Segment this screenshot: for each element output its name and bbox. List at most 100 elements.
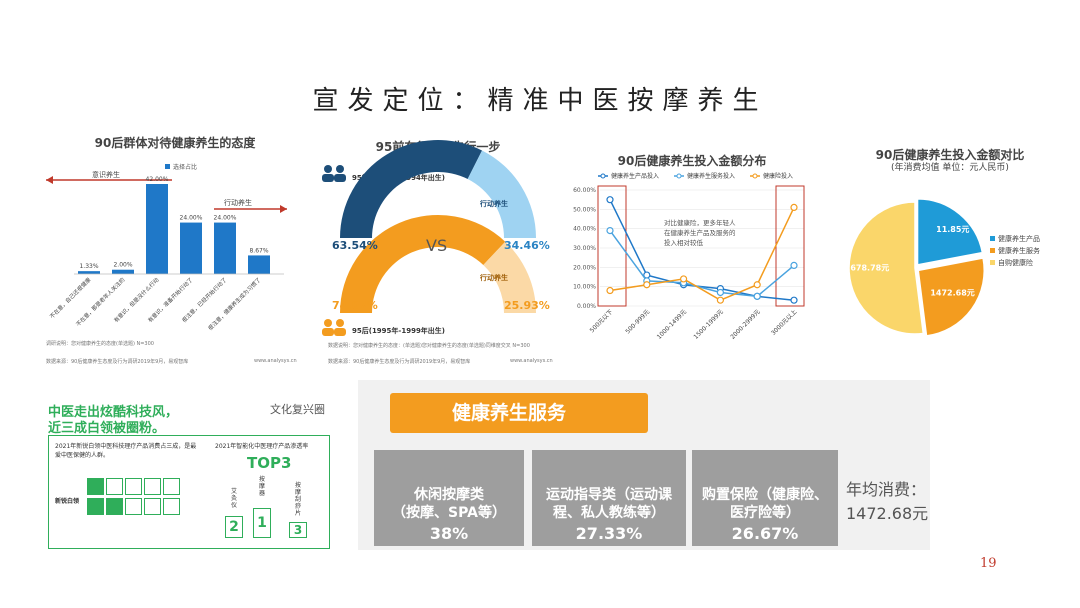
chart2-url: www.analysys.cn <box>510 358 553 364</box>
tcm-heading-2: 近三成白领被圈粉。 <box>48 421 166 436</box>
left-arrow-label: 意识养生 <box>92 170 120 179</box>
annotation-line3: 投入相对较低 <box>664 238 704 247</box>
podium-name-3: 按摩刮痧片 <box>295 482 302 517</box>
highlight-box-left <box>597 185 627 307</box>
spend-distribution-panel: 90后健康养生投入金额分布 健康养生产品投入 健康养生服务投入 健康险投入 60.0… <box>564 146 820 368</box>
y-tick-label: 10.00% <box>573 284 596 291</box>
group2-label: 95后(1995年-1999年出生) <box>352 326 445 335</box>
grid-cell <box>144 498 161 515</box>
top3-label: TOP3 <box>247 454 292 472</box>
slice-label: 2678.78元 <box>845 263 889 272</box>
bar <box>214 222 236 274</box>
y-tick-label: 0.00% <box>577 303 596 310</box>
series-line <box>609 207 795 302</box>
y-tick-label: 60.00% <box>573 187 596 194</box>
chart1-note: 调研说明：您对健康养生的态度(单选题) N=300 <box>46 341 154 347</box>
category-label: 1000-1499元 <box>656 308 688 340</box>
podium-name-1: 按摩器 <box>259 476 266 497</box>
grid-cell <box>144 478 161 495</box>
pre95-chart-panel: 95前在行动上先行一步 95前(1990年-1994年出生) 95后(1995年… <box>314 128 562 373</box>
arc1b-name: 行动养生 <box>479 199 508 208</box>
data-point <box>716 288 724 297</box>
service-pct: 26.67% <box>731 524 799 543</box>
slice-label: 11.85元 <box>936 225 969 234</box>
grid-cell <box>125 498 142 515</box>
arc1a-name: 意识养生派 <box>409 199 445 208</box>
legend-label: 健康养生产品 <box>998 234 1040 243</box>
bar <box>112 269 134 274</box>
category-label: 500元以下 <box>589 308 615 334</box>
arc1b-value: 34.46% <box>504 239 550 252</box>
category-label: 500-999元 <box>624 308 651 335</box>
bar-value-label: 42.00% <box>146 176 169 183</box>
tcm-left-text: 2021年新锐白领中医科技理疗产品消费占三成，是最爱中医保健的人群。 <box>55 443 197 459</box>
tcm-heading-1: 中医走出炫酷科技风， <box>48 405 179 420</box>
share-grid <box>87 478 197 518</box>
series-line <box>609 199 795 301</box>
spend-line-chart: 健康养生产品投入 健康养生服务投入 健康险投入 60.00% 50.00% 40.00%… <box>573 172 805 341</box>
arc2a-name: 意识养生派 <box>409 273 445 282</box>
vs-label: VS <box>426 236 447 255</box>
service-card-sport: 运动指导类（运动课 程、私人教练等） 27.33% <box>532 450 686 546</box>
left-arrow-head <box>46 176 53 184</box>
legend-swatch <box>165 164 170 169</box>
annotation-line2: 在健康养生产品及服务的 <box>664 228 736 237</box>
grid-cell <box>87 478 104 495</box>
pie-slice <box>916 198 984 266</box>
podium-rank-1: 1 <box>253 508 271 538</box>
pre95-donut-chart: 95前(1990年-1994年出生) 95后(1995年-1999年出生) 意识… <box>322 139 550 336</box>
arc1a-value: 63.54% <box>332 239 378 252</box>
y-tick-label: 50.00% <box>573 206 596 213</box>
service-pct: 27.33% <box>575 524 643 543</box>
services-header: 健康养生服务 <box>390 393 648 433</box>
data-point <box>606 286 614 295</box>
tcm-tag: 文化复兴圈 <box>270 403 325 416</box>
grid-label: 新锐白领 <box>55 498 80 505</box>
attitude-bar-chart: 选择占比 意识养生 行动养生 1.33% 2.00% 42.00% 24.00% 24.… <box>46 163 287 332</box>
annotation-line1: 对比健康险，更多年轻人 <box>664 218 736 227</box>
legend-label: 健康养生产品投入 <box>611 172 659 180</box>
bar <box>78 271 100 274</box>
data-point <box>753 292 761 300</box>
service-card-massage: 休闲按摩类 （按摩、SPA等） 38% <box>374 450 524 546</box>
y-tick-label: 30.00% <box>573 245 596 252</box>
grid-cell <box>106 478 123 495</box>
bar-value-label: 24.00% <box>214 215 237 222</box>
pie-slice <box>848 201 925 335</box>
bar <box>248 255 270 274</box>
bar-value-label: 8.67% <box>249 247 268 254</box>
service-label: 购置保险（健康险、 医疗险等） <box>702 487 828 521</box>
podium-rank-3: 3 <box>289 522 307 538</box>
grid-cell <box>87 498 104 515</box>
bar-value-label: 2.00% <box>113 262 132 269</box>
chart1-source: 数据来源：90后健康养生态度及行为调研2019年9月，易观智库 <box>46 359 189 365</box>
legend-label: 自购健康险 <box>998 258 1033 267</box>
arc-action-pre95 <box>467 150 536 238</box>
people-icon <box>322 319 346 336</box>
data-point <box>790 261 798 270</box>
tcm-info-box: 2021年新锐白领中医科技理疗产品消费占三成，是最爱中医保健的人群。 新锐白领 … <box>48 435 330 549</box>
data-point <box>753 281 761 289</box>
arc-awareness-post95 <box>340 215 506 313</box>
chart1-url: www.analysys.cn <box>254 358 297 364</box>
spend-compare-subtitle: (年消费均值 单位：元人民币) <box>891 163 1009 173</box>
page-number: 19 <box>980 556 997 571</box>
grid-cell <box>106 498 123 515</box>
chart2-note: 数据说明：您对健康养生的态度：(单选题)您对健康养生的态度(单选题)同维度交叉 … <box>328 343 530 349</box>
slice-label: 1472.68元 <box>930 288 974 297</box>
legend-label: 健康养生服务投入 <box>687 172 735 180</box>
arc2b-name: 行动养生 <box>479 273 508 282</box>
grid-cell <box>163 498 180 515</box>
category-label: 3000元以上 <box>769 308 798 337</box>
chart2-source: 数据来源：90后健康养生态度及行为调研2019年9月，易观智库 <box>328 359 471 365</box>
service-pct: 38% <box>429 524 469 543</box>
category-label: 2000-2999元 <box>729 308 761 340</box>
bar <box>180 222 202 274</box>
legend-marker <box>600 173 606 179</box>
service-label: 运动指导类（运动课 程、私人教练等） <box>546 487 672 521</box>
arc2b-value: 25.93% <box>504 299 550 312</box>
legend-swatch <box>990 236 995 241</box>
podium-name-2: 艾灸仪 <box>231 488 238 509</box>
attitude-chart-panel: 90后群体对待健康养生的态度 选择占比 意识养生 行动养生 1.33% 2.00%… <box>44 128 306 373</box>
